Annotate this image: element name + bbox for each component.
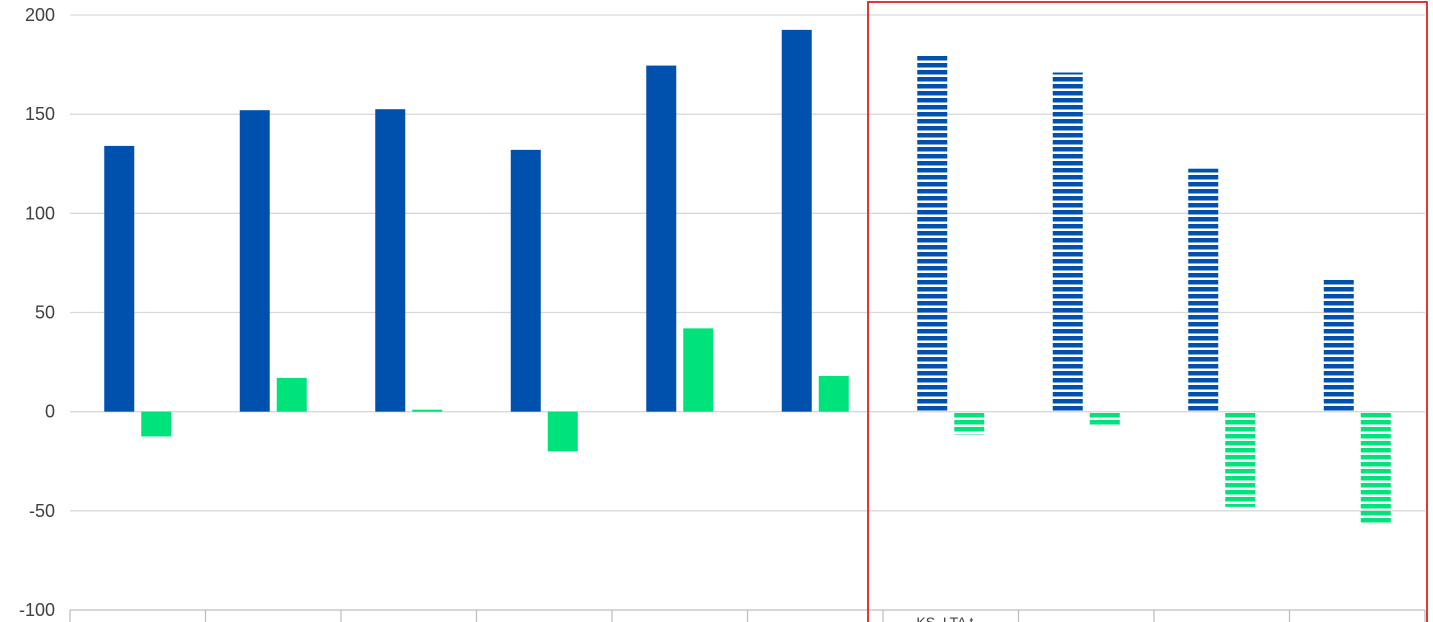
bar-series-1 xyxy=(646,65,677,412)
bar-series-2 xyxy=(412,409,443,412)
bar-series-1 xyxy=(375,109,406,412)
bar-series-2 xyxy=(1360,411,1391,523)
bar-series-2 xyxy=(1225,411,1256,507)
bar-series-1 xyxy=(1052,72,1083,412)
category-label: KS, LTA t... xyxy=(916,614,985,622)
bar-series-2 xyxy=(954,411,985,435)
bar-series-1 xyxy=(239,110,270,412)
y-tick-label: 50 xyxy=(35,303,55,323)
bar-series-1 xyxy=(104,145,135,412)
y-tick-label: 100 xyxy=(25,203,55,223)
bar-series-2 xyxy=(1089,411,1120,427)
bars xyxy=(104,29,1391,523)
y-tick-label: -50 xyxy=(29,501,55,521)
bar-series-2 xyxy=(818,375,849,412)
category-labels: KS, LTA t... xyxy=(916,614,985,622)
bar-series-1 xyxy=(1188,168,1219,412)
highlight-box-rect xyxy=(867,1,1428,622)
bar-series-2 xyxy=(141,411,172,437)
gridlines xyxy=(70,14,1425,512)
bar-series-1 xyxy=(917,54,948,412)
y-tick-label: 0 xyxy=(45,402,55,422)
bar-series-2 xyxy=(683,328,714,412)
y-tick-label: -100 xyxy=(19,600,55,620)
bar-series-2 xyxy=(276,377,307,412)
bar-series-1 xyxy=(781,29,812,412)
highlight-box xyxy=(867,1,1428,622)
x-axis xyxy=(69,609,1426,622)
bar-series-2 xyxy=(547,411,578,452)
y-tick-label: 150 xyxy=(25,104,55,124)
y-axis-tick-labels: -100 -50 0 50 100 150 200 xyxy=(19,5,55,620)
bar-series-1 xyxy=(510,149,541,412)
y-tick-label: 200 xyxy=(25,5,55,25)
bar-series-1 xyxy=(1323,279,1354,412)
